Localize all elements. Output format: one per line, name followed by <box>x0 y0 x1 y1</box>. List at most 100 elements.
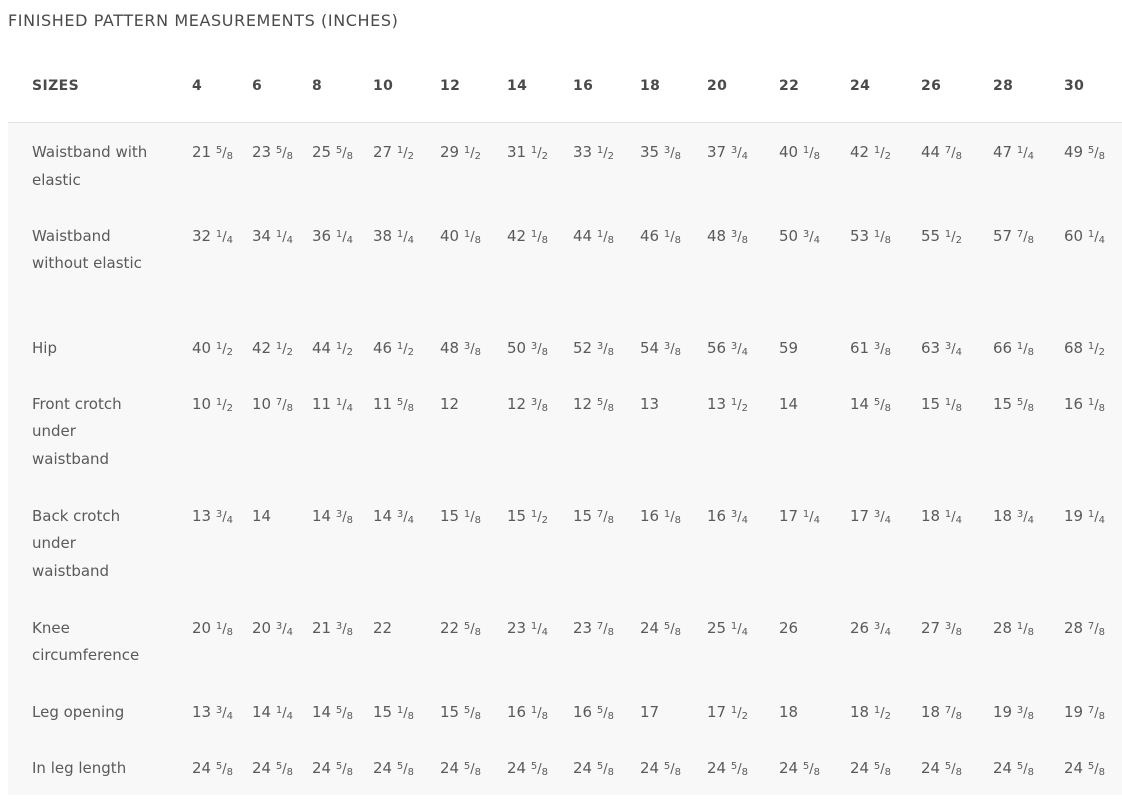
measurement-cell: 26 3/4 <box>850 618 891 638</box>
measurement-cell: 12 3/8 <box>507 394 548 414</box>
measurement-cell: 38 1/4 <box>373 226 414 246</box>
measurement-cell: 60 1/4 <box>1064 226 1105 246</box>
table-header: SIZES 4 6 8 10 12 14 16 18 20 22 24 26 2… <box>8 50 1122 123</box>
measurement-cell: 48 3/8 <box>707 226 748 246</box>
table-row: Waistband with elastic 21 5/8 23 5/8 25 5/8… <box>8 122 1122 207</box>
measurement-cell: 46 1/2 <box>373 338 414 358</box>
measurement-cell: 12 <box>440 394 460 413</box>
measurement-cell: 15 1/8 <box>440 506 481 526</box>
measurement-cell: 21 5/8 <box>192 143 233 162</box>
measurement-cell: 44 1/2 <box>312 338 353 358</box>
measurement-cell: 22 <box>373 618 393 637</box>
row-label: Back crotch under waistband <box>32 506 121 580</box>
row-label: In leg length <box>32 758 127 777</box>
measurement-cell: 17 1/2 <box>707 702 748 722</box>
measurement-cell: 14 <box>779 394 799 413</box>
measurement-cell: 12 5/8 <box>573 394 614 414</box>
measurement-cell: 16 3/4 <box>707 506 748 526</box>
measurement-cell: 33 1/2 <box>573 143 614 162</box>
measurement-cell: 42 1/2 <box>850 143 891 162</box>
measurement-cell: 17 1/4 <box>779 506 820 526</box>
measurement-cell: 17 3/4 <box>850 506 891 526</box>
measurement-cell: 24 5/8 <box>707 758 748 778</box>
measurement-cell: 14 1/4 <box>252 702 293 722</box>
measurement-cell: 10 1/2 <box>192 394 233 414</box>
sizes-header-label: SIZES <box>8 50 192 123</box>
size-header: 16 <box>573 50 640 123</box>
measurement-cell: 18 1/4 <box>921 506 962 526</box>
measurement-cell: 57 7/8 <box>993 226 1034 246</box>
measurement-cell: 15 1/8 <box>921 394 962 414</box>
measurement-cell: 55 1/2 <box>921 226 962 246</box>
measurement-cell: 61 3/8 <box>850 338 891 358</box>
size-header: 18 <box>640 50 707 123</box>
table-row: In leg length 24 5/8 24 5/8 24 5/8 24 5/8 24 … <box>8 738 1122 795</box>
measurement-cell: 32 1/4 <box>192 226 233 246</box>
measurement-cell: 66 1/8 <box>993 338 1034 358</box>
measurement-cell: 15 5/8 <box>440 702 481 722</box>
measurement-cell: 19 1/4 <box>1064 506 1105 526</box>
measurement-cell: 27 1/2 <box>373 143 414 162</box>
size-header: 26 <box>921 50 993 123</box>
row-label: Waistband without elastic <box>32 226 142 273</box>
measurement-cell: 47 1/4 <box>993 143 1034 162</box>
measurement-cell: 14 5/8 <box>312 702 353 722</box>
table-row: Leg opening 13 3/4 14 1/4 14 5/8 15 1/8 15 5/… <box>8 682 1122 739</box>
measurement-cell: 25 1/4 <box>707 618 748 638</box>
table-row: Back crotch under waistband 13 3/4 14 14 3/… <box>8 486 1122 599</box>
measurement-cell: 14 3/4 <box>373 506 414 526</box>
measurement-cell: 59 <box>779 338 799 357</box>
measurement-cell: 24 5/8 <box>507 758 548 778</box>
measurement-cell: 56 3/4 <box>707 338 748 358</box>
measurement-cell: 23 5/8 <box>252 143 293 162</box>
measurement-cell: 13 1/2 <box>707 394 748 414</box>
measurement-cell: 28 7/8 <box>1064 618 1105 638</box>
measurement-cell: 10 7/8 <box>252 394 293 414</box>
measurement-cell: 22 5/8 <box>440 618 481 638</box>
size-header: 6 <box>252 50 312 123</box>
measurement-cell: 18 1/2 <box>850 702 891 722</box>
measurement-cell: 21 3/8 <box>312 618 353 638</box>
measurement-cell: 23 1/4 <box>507 618 548 638</box>
measurement-cell: 24 5/8 <box>252 758 293 778</box>
measurement-cell: 52 3/8 <box>573 338 614 358</box>
measurement-cell: 24 5/8 <box>192 758 233 778</box>
measurement-cell: 13 <box>640 394 660 413</box>
row-label: Leg opening <box>32 702 125 721</box>
measurement-cell: 11 5/8 <box>373 394 414 414</box>
measurement-cell: 16 5/8 <box>573 702 614 722</box>
measurement-cell: 20 3/4 <box>252 618 293 638</box>
measurement-cell: 49 5/8 <box>1064 143 1105 162</box>
measurement-cell: 24 5/8 <box>921 758 962 778</box>
measurement-cell: 34 1/4 <box>252 226 293 246</box>
measurement-cell: 15 1/8 <box>373 702 414 722</box>
sizes-header-row: SIZES 4 6 8 10 12 14 16 18 20 22 24 26 2… <box>8 50 1122 123</box>
measurement-cell: 24 5/8 <box>640 618 681 638</box>
table-row: Knee circumference 20 1/8 20 3/4 21 3/8 22 22… <box>8 598 1122 683</box>
measurement-cell: 44 7/8 <box>921 143 962 162</box>
measurement-cell: 19 3/8 <box>993 702 1034 722</box>
measurement-cell: 15 1/2 <box>507 506 548 526</box>
measurement-cell: 48 3/8 <box>440 338 481 358</box>
measurement-cell: 50 3/8 <box>507 338 548 358</box>
measurement-cell: 14 5/8 <box>850 394 891 414</box>
measurement-cell: 24 5/8 <box>1064 758 1105 778</box>
measurement-cell: 20 1/8 <box>192 618 233 638</box>
size-header: 24 <box>850 50 921 123</box>
measurement-cell: 42 1/8 <box>507 226 548 246</box>
measurement-cell: 28 1/8 <box>993 618 1034 638</box>
size-header: 12 <box>440 50 507 123</box>
measurement-cell: 11 1/4 <box>312 394 353 414</box>
measurement-cell: 44 1/8 <box>573 226 614 246</box>
measurement-cell: 16 1/8 <box>640 506 681 526</box>
measurement-cell: 24 5/8 <box>440 758 481 778</box>
measurement-cell: 29 1/2 <box>440 143 481 162</box>
measurement-cell: 53 1/8 <box>850 226 891 246</box>
measurement-cell: 24 5/8 <box>640 758 681 778</box>
measurement-cell: 18 3/4 <box>993 506 1034 526</box>
measurements-table: SIZES 4 6 8 10 12 14 16 18 20 22 24 26 2… <box>8 50 1122 795</box>
measurement-cell: 15 7/8 <box>573 506 614 526</box>
measurement-cell: 24 5/8 <box>779 758 820 778</box>
measurement-cell: 13 3/4 <box>192 702 233 722</box>
measurement-cell: 14 <box>252 506 272 525</box>
